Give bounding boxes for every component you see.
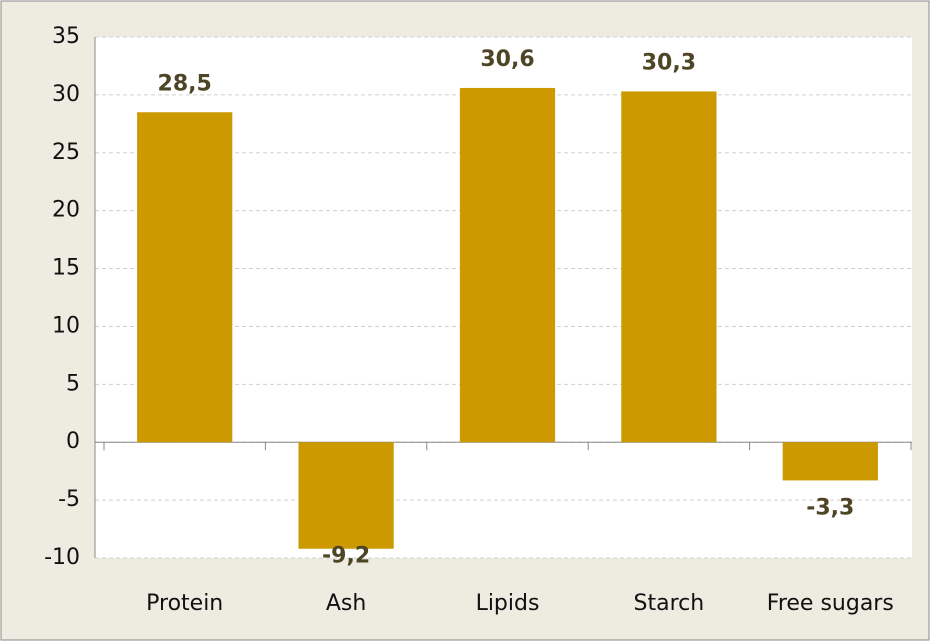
bar xyxy=(459,87,556,443)
y-tick-label: -10 xyxy=(44,545,80,570)
data-label: -3,3 xyxy=(806,495,854,520)
bar xyxy=(782,442,878,481)
x-tick-label: Ash xyxy=(326,591,366,616)
x-tick-label: Lipids xyxy=(476,591,540,616)
y-tick-label: 5 xyxy=(66,371,80,396)
y-tick-label: 15 xyxy=(52,256,80,281)
bar xyxy=(621,91,717,443)
y-tick-label: -5 xyxy=(58,487,80,512)
data-label: 30,3 xyxy=(642,50,696,75)
y-tick-label: 25 xyxy=(52,140,80,165)
y-tick-label: 0 xyxy=(66,429,80,454)
bar xyxy=(137,112,233,443)
y-tick-label: 10 xyxy=(52,313,80,338)
data-label: 30,6 xyxy=(480,47,534,72)
y-tick-label: 35 xyxy=(52,24,80,49)
y-tick-label: 30 xyxy=(52,82,80,107)
bar xyxy=(298,442,394,549)
x-tick-label: Free sugars xyxy=(767,591,894,616)
x-tick-label: Protein xyxy=(146,591,223,616)
data-label: -9,2 xyxy=(322,544,370,569)
y-tick-label: 20 xyxy=(52,198,80,223)
x-tick-label: Starch xyxy=(634,591,705,616)
data-label: 28,5 xyxy=(158,71,212,96)
